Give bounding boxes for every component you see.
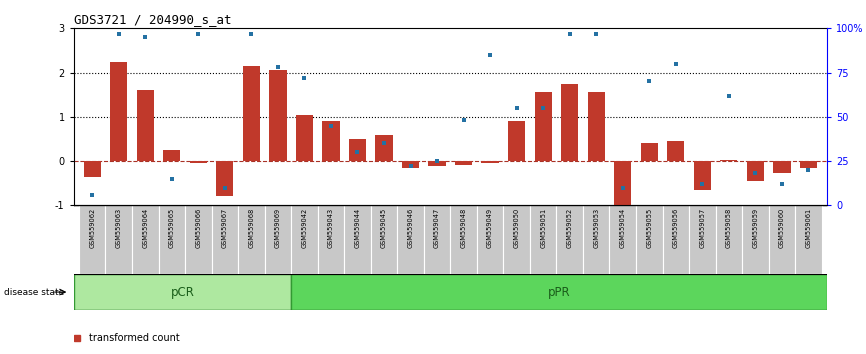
Bar [641,143,658,161]
Bar [636,205,662,274]
Text: GSM559056: GSM559056 [673,207,679,248]
Bar [296,115,313,161]
Text: GSM559054: GSM559054 [620,207,626,248]
Bar [503,205,530,274]
Bar [534,92,552,161]
Bar [397,205,423,274]
Text: disease state: disease state [4,287,65,297]
Bar [561,84,578,161]
Text: GSM559047: GSM559047 [434,207,440,248]
Bar [583,205,610,274]
Bar [322,121,339,161]
Bar [242,66,260,161]
Bar [163,150,180,161]
Bar [371,205,397,274]
Text: GSM559050: GSM559050 [514,207,520,248]
Text: GSM559055: GSM559055 [646,207,652,248]
Bar [530,205,557,274]
Text: GSM559046: GSM559046 [408,207,414,248]
Bar [158,205,185,274]
Bar [800,161,818,168]
Text: GSM559059: GSM559059 [753,207,759,247]
Text: GSM559061: GSM559061 [805,207,811,247]
Bar [190,161,207,163]
Text: GSM559058: GSM559058 [726,207,732,248]
Bar [614,161,631,205]
Bar [721,160,738,161]
Bar [211,205,238,274]
Bar [746,161,764,181]
Bar [291,274,827,310]
Text: GSM559064: GSM559064 [142,207,148,248]
Text: GSM559068: GSM559068 [249,207,255,248]
Bar [715,205,742,274]
Bar [318,205,344,274]
Text: GSM559063: GSM559063 [116,207,122,247]
Text: GSM559042: GSM559042 [301,207,307,248]
Text: pPR: pPR [548,286,571,298]
Bar [477,205,503,274]
Bar [795,205,822,274]
Text: GSM559057: GSM559057 [700,207,705,248]
Text: GSM559069: GSM559069 [275,207,281,247]
Bar [455,161,472,165]
Bar [667,141,684,161]
Bar [402,161,419,168]
Bar [83,161,100,177]
Text: GSM559065: GSM559065 [169,207,175,248]
Bar [349,139,366,161]
Bar [238,205,265,274]
Bar [689,205,715,274]
Bar [137,90,154,161]
Text: GSM559067: GSM559067 [222,207,228,248]
Bar [74,274,291,310]
Text: GSM559052: GSM559052 [566,207,572,248]
Text: GSM559049: GSM559049 [487,207,493,247]
Text: GSM559053: GSM559053 [593,207,599,247]
Bar [79,205,106,274]
Bar [132,205,158,274]
Bar [269,70,287,161]
Bar [557,205,583,274]
Bar [375,135,392,161]
Bar [769,205,795,274]
Text: pCR: pCR [171,286,194,298]
Bar [481,161,499,163]
Bar [106,205,132,274]
Bar [610,205,636,274]
Text: GSM559048: GSM559048 [461,207,467,248]
Bar [588,92,604,161]
Bar [185,205,211,274]
Text: GDS3721 / 204990_s_at: GDS3721 / 204990_s_at [74,13,231,26]
Bar [773,161,791,173]
Text: GSM559062: GSM559062 [89,207,95,248]
Text: GSM559043: GSM559043 [328,207,334,247]
Bar [508,121,526,161]
Bar [742,205,769,274]
Text: transformed count: transformed count [88,333,179,343]
Bar [216,161,234,196]
Text: GSM559044: GSM559044 [354,207,360,248]
Bar [662,205,689,274]
Bar [344,205,371,274]
Bar [694,161,711,190]
Bar [110,62,127,161]
Bar [291,205,318,274]
Text: GSM559066: GSM559066 [196,207,201,248]
Bar [450,205,477,274]
Bar [265,205,291,274]
Text: GSM559060: GSM559060 [779,207,785,248]
Text: GSM559045: GSM559045 [381,207,387,248]
Bar [429,161,446,166]
Bar [423,205,450,274]
Text: GSM559051: GSM559051 [540,207,546,247]
